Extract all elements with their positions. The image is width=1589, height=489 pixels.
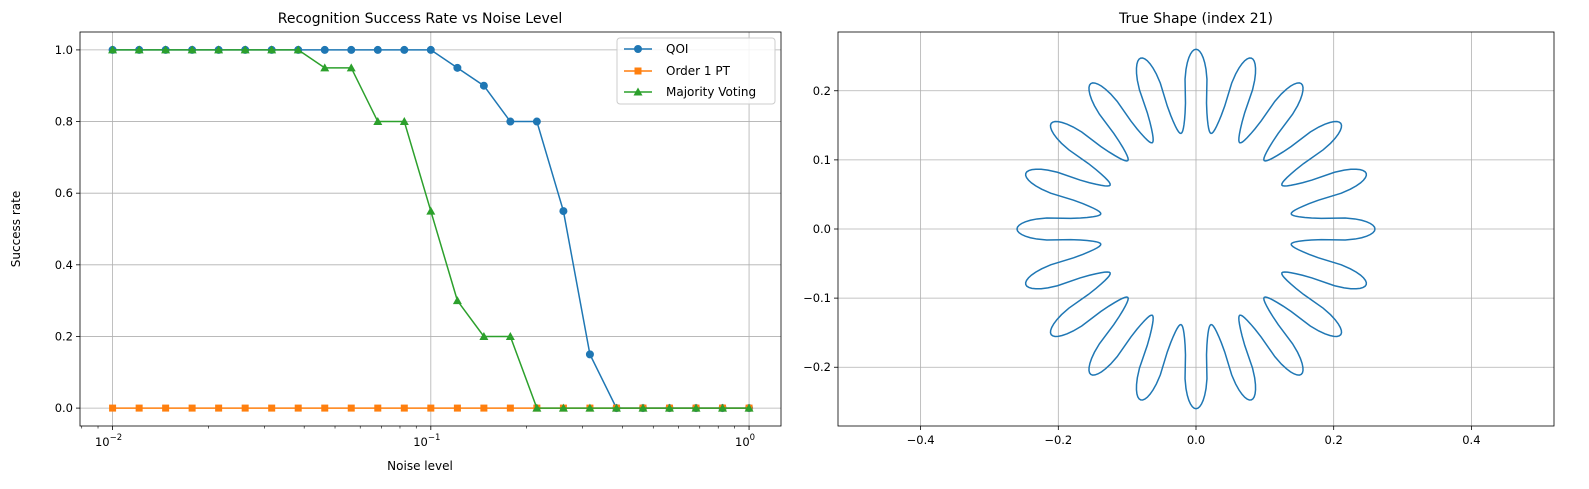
- data-point: [294, 404, 302, 412]
- right-ticks: −0.4 −0.2 0.0 0.2 0.4 −0.2 −0.1 0.0 0.1 0.2: [803, 84, 1480, 447]
- data-point: [532, 403, 542, 412]
- legend-label-majority: Majority Voting: [666, 85, 756, 99]
- data-point: [638, 403, 648, 412]
- data-point: [267, 45, 277, 54]
- data-point: [161, 45, 171, 54]
- left-axes-frame: [79, 31, 782, 427]
- y-tick-label: 0.0: [813, 222, 831, 236]
- data-point: [187, 45, 197, 54]
- data-point: [479, 81, 488, 90]
- x-tick-label: 0.0: [1187, 433, 1205, 447]
- data-point: [293, 45, 303, 54]
- data-point: [664, 403, 674, 412]
- data-point: [558, 403, 568, 412]
- shape-outline: [1016, 48, 1376, 410]
- data-point: [399, 117, 409, 126]
- data-point: [135, 404, 143, 412]
- data-point: [215, 404, 223, 412]
- data-point: [240, 45, 250, 54]
- data-point: [108, 45, 118, 54]
- y-tick-label: 0.2: [55, 329, 73, 343]
- data-point: [559, 207, 568, 216]
- data-point: [214, 45, 224, 54]
- legend-box: [616, 37, 776, 105]
- left-ylabel: Success rate: [9, 191, 23, 268]
- data-point: [585, 403, 595, 412]
- x-tick-label: 10−1: [413, 433, 440, 449]
- data-point: [585, 350, 594, 359]
- data-point: [321, 404, 329, 412]
- x-tick-label: 100: [735, 433, 755, 449]
- data-point: [453, 63, 462, 72]
- left-legend: QOI Order 1 PT Majority Voting: [616, 37, 776, 105]
- legend-entry-qoi: QOI: [624, 42, 688, 56]
- data-point: [320, 45, 329, 54]
- data-point: [480, 404, 488, 412]
- data-point: [452, 296, 462, 305]
- y-tick-label: 0.6: [55, 186, 73, 200]
- x-tick-label: −0.2: [1044, 433, 1072, 447]
- data-point: [532, 117, 541, 126]
- data-point: [346, 63, 356, 72]
- data-point: [320, 63, 330, 72]
- legend-label-qoi: QOI: [666, 42, 688, 56]
- data-point: [347, 404, 355, 412]
- legend-marker-circle: [634, 45, 642, 53]
- data-point: [400, 404, 408, 412]
- left-xlabel: Noise level: [387, 459, 453, 473]
- data-point: [400, 45, 409, 54]
- right-axes-frame: [837, 31, 1555, 427]
- left-chart-title: Recognition Success Rate vs Noise Level: [278, 11, 563, 27]
- y-tick-label: 0.1: [813, 153, 831, 167]
- left-series: [108, 45, 754, 413]
- data-point: [611, 403, 621, 412]
- y-tick-label: 0.8: [55, 115, 73, 129]
- legend-entry-majority: Majority Voting: [624, 85, 756, 99]
- data-point: [373, 117, 383, 126]
- data-point: [426, 45, 435, 54]
- legend-label-order1pt: Order 1 PT: [666, 64, 731, 78]
- data-point: [347, 45, 356, 54]
- data-point: [241, 404, 249, 412]
- y-tick-label: −0.2: [803, 360, 831, 374]
- y-tick-label: 0.2: [813, 84, 831, 98]
- data-point: [479, 331, 489, 340]
- data-point: [426, 206, 436, 215]
- y-tick-label: 0.4: [55, 258, 73, 272]
- y-tick-label: −0.1: [803, 291, 831, 305]
- left-ticks: 10−2 10−1 100 0.0 0.2 0.4 0.6 0.8 1.0: [55, 43, 755, 449]
- x-tick-label: 0.2: [1325, 433, 1343, 447]
- data-point: [109, 404, 117, 412]
- data-point: [374, 404, 382, 412]
- legend-marker-square: [634, 67, 642, 75]
- data-point: [162, 404, 170, 412]
- data-point: [134, 45, 144, 54]
- right-chart-title: True Shape (index 21): [1118, 11, 1273, 27]
- legend-entry-order1pt: Order 1 PT: [624, 64, 731, 78]
- data-point: [505, 331, 515, 340]
- x-tick-label: 0.4: [1462, 433, 1480, 447]
- data-point: [373, 45, 382, 54]
- series-majority-voting: [108, 45, 754, 412]
- data-point: [268, 404, 276, 412]
- x-tick-label: −0.4: [907, 433, 935, 447]
- right-chart: True Shape (index 21) −0.4 −0.2 0.0 0.2 0.4−…: [803, 11, 1555, 447]
- data-point: [506, 117, 515, 126]
- left-chart: Recognition Success Rate vs Noise Level …: [9, 11, 782, 473]
- right-grid: [838, 32, 1554, 426]
- data-point: [744, 403, 754, 412]
- right-shape: [1016, 48, 1376, 410]
- data-point: [427, 404, 435, 412]
- y-tick-label: 0.0: [55, 401, 73, 415]
- data-point: [718, 403, 728, 412]
- data-point: [506, 404, 514, 412]
- x-tick-label: 10−2: [95, 433, 122, 449]
- data-point: [691, 403, 701, 412]
- data-point: [453, 404, 461, 412]
- y-tick-label: 1.0: [55, 43, 73, 57]
- legend-marker-triangle: [633, 87, 643, 96]
- data-point: [188, 404, 196, 412]
